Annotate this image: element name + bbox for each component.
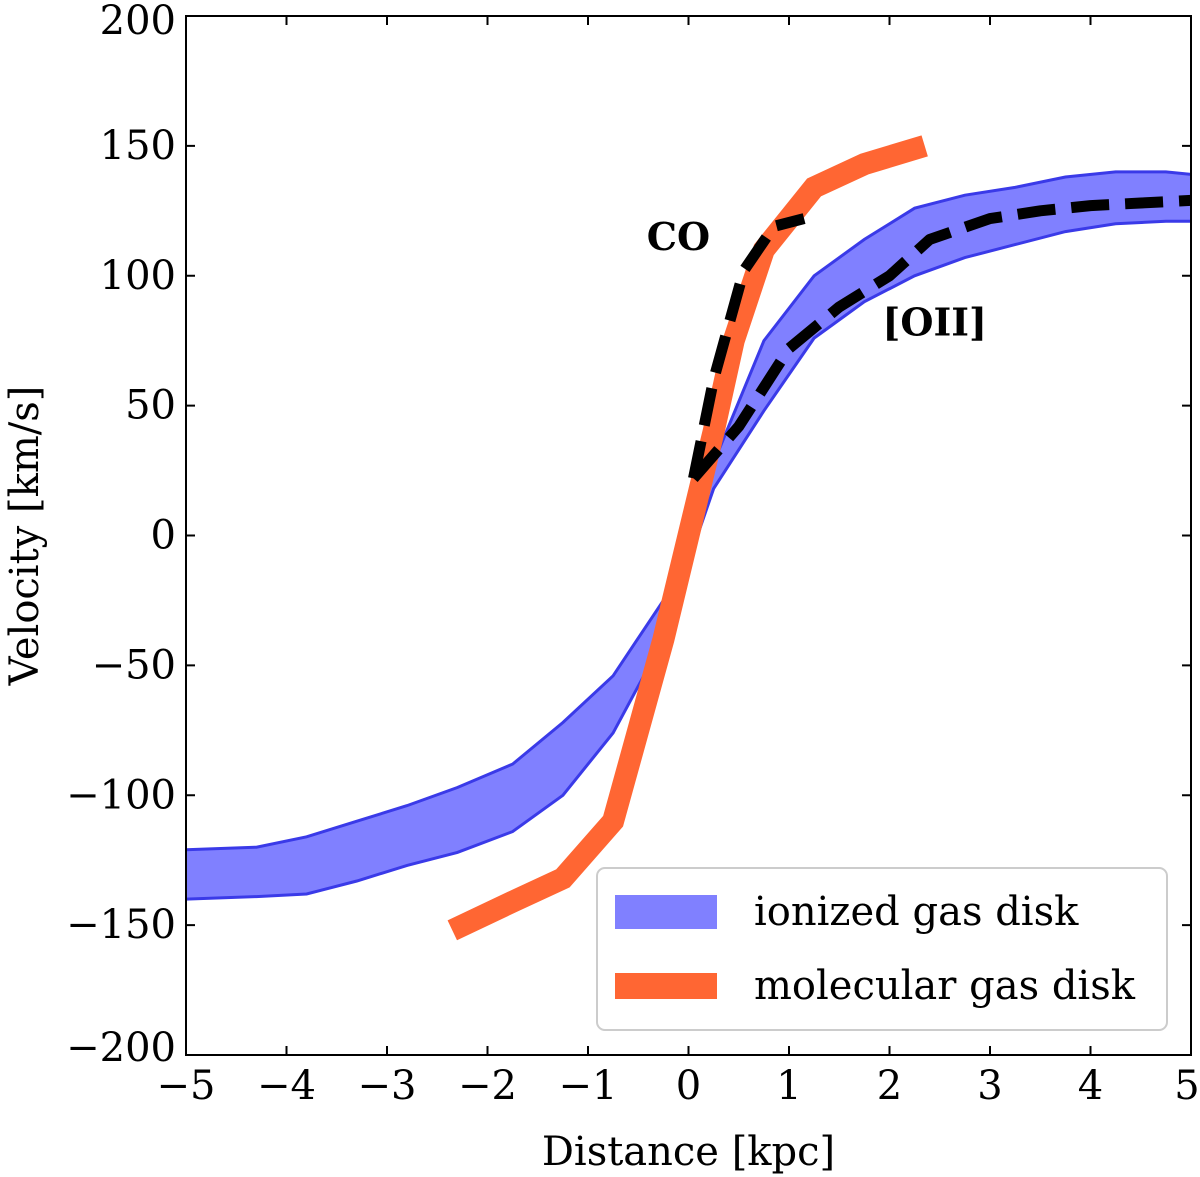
legend: ionized gas disk molecular gas disk [596, 867, 1168, 1031]
y-tick-label: −50 [92, 642, 176, 688]
legend-label-ionized-gas-disk: ionized gas disk [754, 889, 1079, 935]
x-tick-label: −4 [257, 1063, 316, 1109]
plot-area [186, 135, 1191, 941]
x-tick-label: 0 [676, 1063, 701, 1109]
molecular-gas-disk-line [447, 135, 928, 941]
annotation-oii: [OII] [882, 299, 987, 344]
y-tick-label: 50 [125, 383, 176, 429]
oii-model-dashed-line [689, 194, 1191, 483]
y-tick-label: 150 [100, 123, 176, 169]
x-tick-label: −2 [458, 1063, 517, 1109]
x-tick-label: 5 [1174, 1063, 1199, 1109]
y-tick-label: −100 [66, 772, 176, 818]
legend-box [596, 867, 1168, 1031]
y-tick-label: 0 [151, 513, 176, 559]
co-model-dashed-line [688, 213, 806, 480]
y-tick-label: −150 [66, 902, 176, 948]
y-tick-label: 200 [100, 0, 176, 44]
y-tick-label: −200 [66, 1025, 176, 1071]
x-tick-label: 1 [776, 1063, 801, 1109]
y-tick-label: 100 [100, 253, 176, 299]
legend-swatch-molecular-gas-disk [615, 973, 717, 999]
legend-label-molecular-gas-disk: molecular gas disk [754, 963, 1136, 1009]
y-axis-label: Velocity [km/s] [2, 386, 48, 687]
x-tick-label: 3 [977, 1063, 1002, 1109]
x-tick-label: −3 [358, 1063, 417, 1109]
x-tick-label: 4 [1078, 1063, 1103, 1109]
annotation-co: CO [647, 214, 710, 259]
x-tick-label: −5 [157, 1063, 216, 1109]
x-tick-label: 2 [877, 1063, 902, 1109]
x-tick-label: −1 [559, 1063, 618, 1109]
legend-swatch-ionized-gas-disk [615, 895, 717, 929]
x-axis-label: Distance [kpc] [542, 1129, 835, 1175]
